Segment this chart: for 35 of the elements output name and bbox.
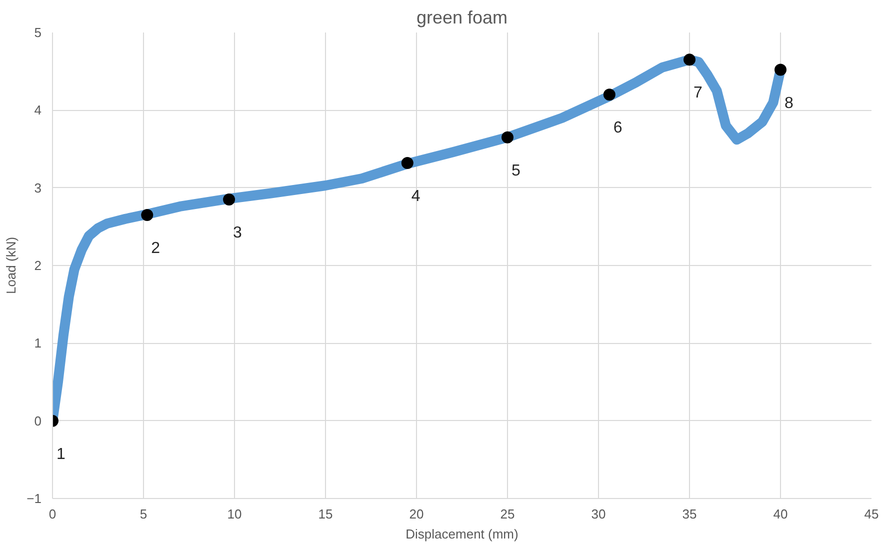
point <box>223 193 236 206</box>
y-tick-label: −1 <box>26 491 42 506</box>
point <box>684 54 696 66</box>
x-tick-label: 20 <box>409 506 424 522</box>
annotation: 4 <box>411 188 420 205</box>
chart-title: green foam <box>416 8 508 28</box>
annotation: 8 <box>784 94 794 112</box>
x-tick-label: 10 <box>227 506 242 522</box>
x-tick-label: 0 <box>48 506 56 522</box>
x-axis-title: Displacement (mm) <box>406 526 518 542</box>
point <box>141 209 154 222</box>
annotation: 1 <box>56 446 66 463</box>
y-axis-title: Load (kN) <box>4 236 19 294</box>
point <box>502 131 514 144</box>
x-tick-label: 35 <box>682 506 697 522</box>
x-tick-label: 40 <box>773 506 788 522</box>
annotation: 2 <box>151 240 160 258</box>
y-tick-label: 2 <box>34 258 42 273</box>
y-tick-label: 3 <box>34 180 42 196</box>
x-tick-label: 30 <box>591 506 606 522</box>
annotation: 6 <box>613 120 622 137</box>
y-tick-label: 5 <box>34 25 42 40</box>
annotation: 3 <box>233 224 242 242</box>
x-tick-label: 15 <box>318 506 333 522</box>
annotation: 7 <box>694 84 702 102</box>
annotation: 5 <box>512 162 520 180</box>
x-tick-label: 5 <box>140 506 148 522</box>
point <box>401 156 414 169</box>
point <box>774 64 786 76</box>
point <box>603 88 616 101</box>
y-tick-label: 4 <box>34 102 42 118</box>
x-tick-label: 25 <box>500 506 515 522</box>
x-tick-label: 45 <box>864 506 879 522</box>
y-tick-label: 0 <box>34 413 42 428</box>
y-tick-label: 1 <box>34 336 42 351</box>
